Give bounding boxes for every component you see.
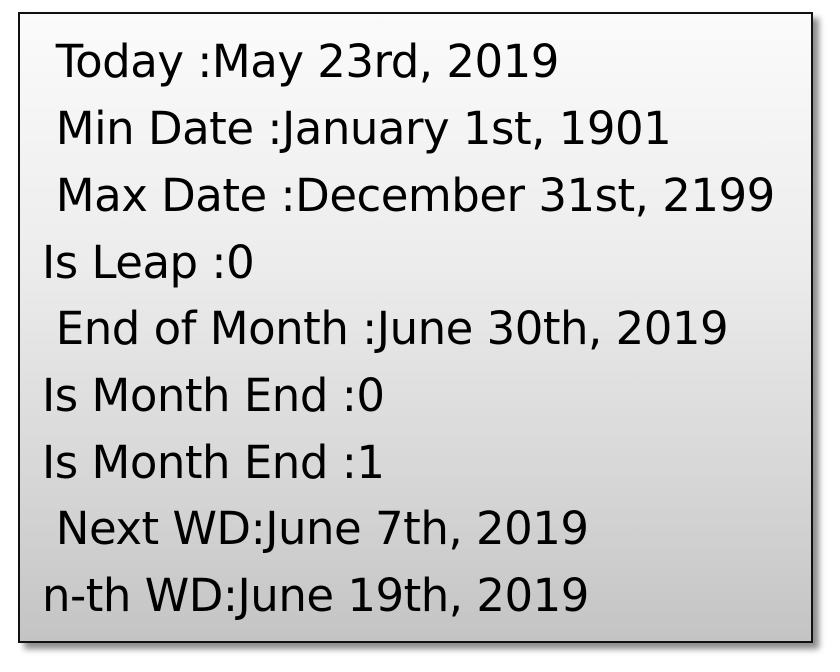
output-line-max-date: Max Date :December 31st, 2199 — [42, 169, 775, 222]
output-line-today: Today :May 23rd, 2019 — [42, 35, 560, 88]
output-panel: Today :May 23rd, 2019 Min Date :January … — [18, 12, 813, 643]
output-line-is-leap: Is Leap :0 — [42, 236, 255, 289]
output-line-nth-wd: n-th WD:June 19th, 2019 — [42, 569, 589, 622]
output-line-next-wd: Next WD:June 7th, 2019 — [42, 502, 589, 555]
output-line-end-of-month: End of Month :June 30th, 2019 — [42, 302, 729, 355]
output-line-is-month-end-1: Is Month End :0 — [42, 369, 385, 422]
output-line-min-date: Min Date :January 1st, 1901 — [42, 102, 672, 155]
output-line-is-month-end-2: Is Month End :1 — [42, 436, 385, 489]
